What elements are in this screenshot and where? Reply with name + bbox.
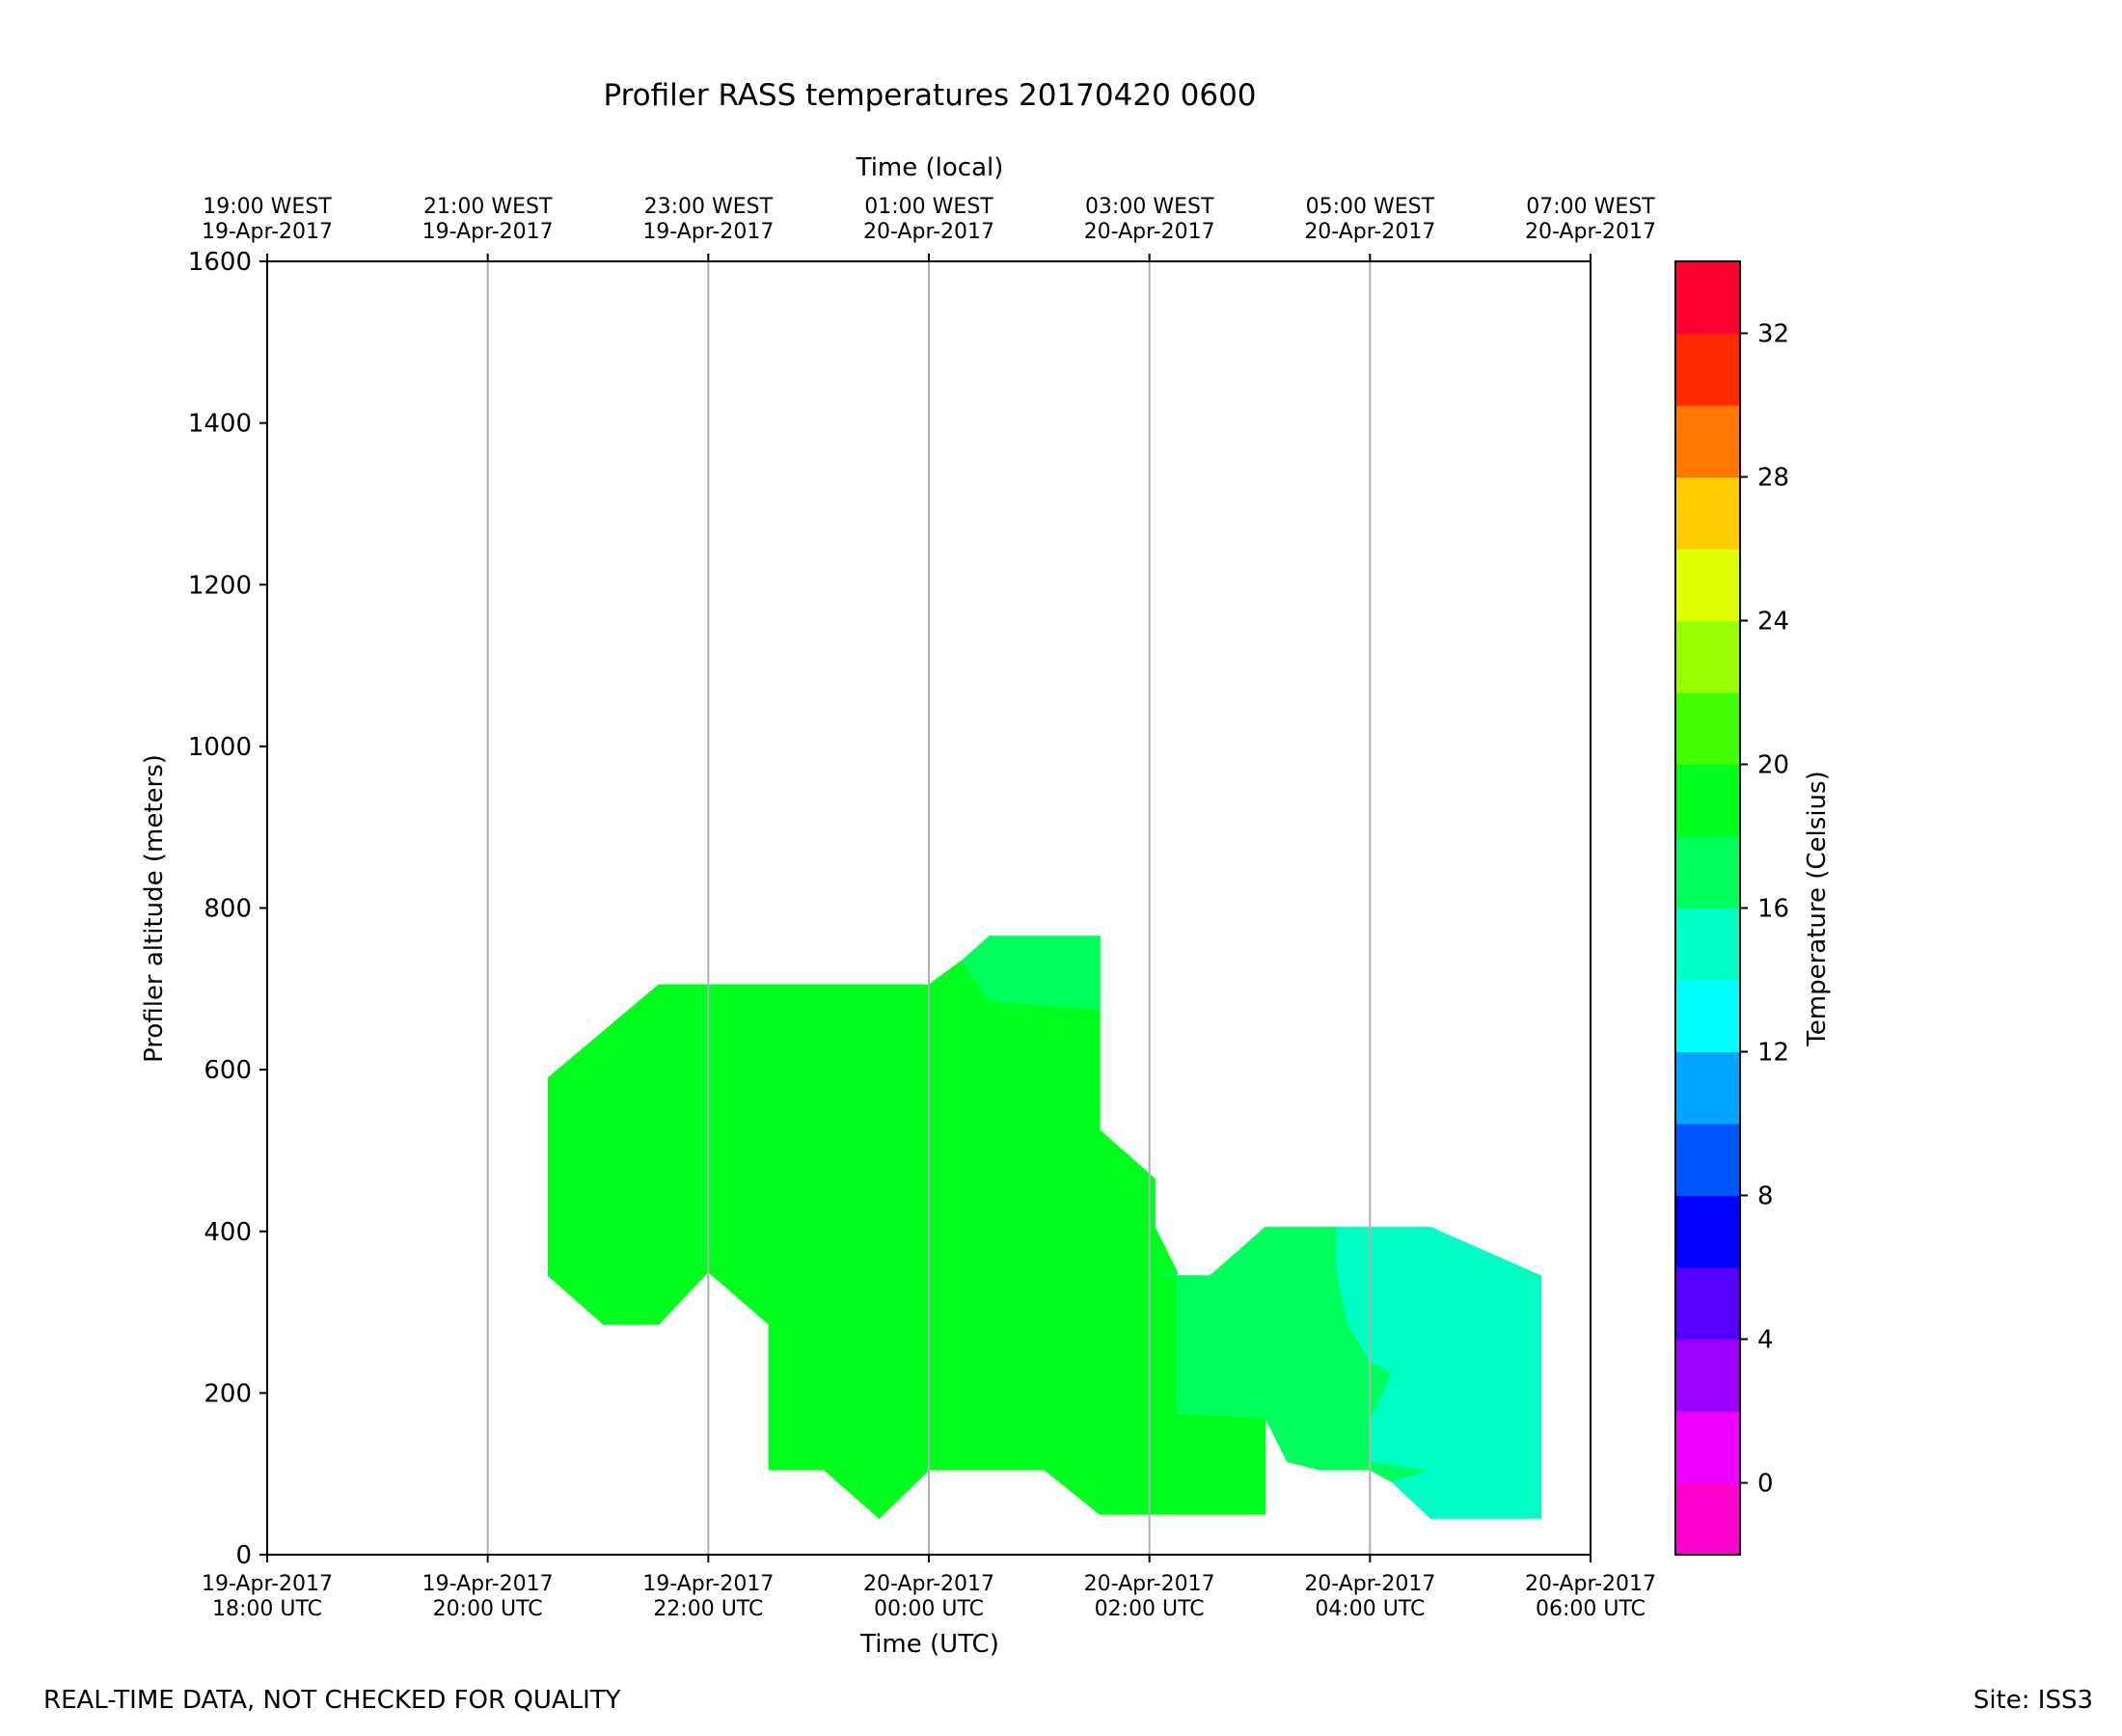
contour-region-4 [1336,1227,1541,1519]
x-tick-label-utc-0: 19-Apr-2017 18:00 UTC [202,1572,333,1621]
y-tick-label-800: 800 [204,895,252,924]
colorbar-band-14-16 [1675,908,1740,981]
colorbar-band-30-32 [1675,333,1740,406]
colorbar-tick-label-28: 28 [1757,464,1789,493]
x-tick-label-utc-10: 20-Apr-2017 04:00 UTC [1304,1572,1435,1621]
y-axis-label: Profiler altitude (meters) [140,754,169,1063]
contour-region-1 [548,936,1266,1519]
top-axis-label: Time (local) [856,153,1004,182]
colorbar-band-18-20 [1675,764,1740,837]
x-tick-label-local-6: 01:00 WEST 20-Apr-2017 [863,195,994,244]
colorbar-tick-label-16: 16 [1757,895,1789,924]
y-tick-label-200: 200 [204,1379,252,1408]
colorbar-tick-label-0: 0 [1757,1470,1774,1499]
x-axis-utc: 19-Apr-2017 18:00 UTC 19-Apr-2017 20:00 UTC… [202,1555,1656,1621]
colorbar-tick-label-8: 8 [1757,1182,1774,1211]
colorbar-band-12-14 [1675,980,1740,1053]
y-tick-label-1600: 1600 [188,248,252,277]
y-tick-label-1400: 1400 [188,410,252,439]
colorbar-band-26-28 [1675,476,1740,550]
colorbar-band-4-6 [1675,1267,1740,1341]
x-tick-label-local-8: 03:00 WEST 20-Apr-2017 [1084,195,1215,244]
y-tick-label-1200: 1200 [188,571,252,600]
y-tick-label-1000: 1000 [188,733,252,762]
colorbar-band-2-4 [1675,1339,1740,1412]
x-tick-label-local-2: 21:00 WEST 19-Apr-2017 [422,195,554,244]
x-tick-label-local-0: 19:00 WEST 19-Apr-2017 [202,195,333,244]
x-tick-label-local-12: 07:00 WEST 20-Apr-2017 [1525,195,1656,244]
quality-disclaimer: REAL-TIME DATA, NOT CHECKED FOR QUALITY [43,1686,621,1715]
y-tick-label-400: 400 [204,1218,252,1247]
contour-regions [548,936,1541,1519]
chart-title: Profiler RASS temperatures 20170420 0600 [603,78,1256,113]
colorbar-band-0-2 [1675,1411,1740,1484]
colorbar-band-32-34 [1675,261,1740,335]
colorbar-label: Temperature (Celsius) [1803,771,1832,1046]
colorbar-band-8-10 [1675,1124,1740,1197]
x-tick-label-utc-4: 19-Apr-2017 22:00 UTC [642,1572,774,1621]
colorbar-ticks: 0 4 8 12 16 20 24 28 32 [1740,320,1789,1499]
colorbar-band--2-0 [1675,1482,1740,1556]
colorbar-band-6-8 [1675,1195,1740,1268]
x-tick-label-utc-6: 20-Apr-2017 00:00 UTC [863,1572,994,1621]
x-axis-label: Time (UTC) [859,1630,999,1659]
y-axis: 0 200 400 600 800 1000 1200 1400 1600 [188,248,267,1570]
x-tick-label-local-4: 23:00 WEST 19-Apr-2017 [642,195,774,244]
vertical-gridlines [486,261,1372,1555]
colorbar-tick-label-4: 4 [1757,1326,1774,1355]
y-tick-label-600: 600 [204,1056,252,1085]
x-tick-label-utc-2: 19-Apr-2017 20:00 UTC [422,1572,554,1621]
colorbar-tick-label-24: 24 [1757,608,1789,637]
site-label: Site: ISS3 [1972,1686,2093,1715]
colorbar-band-10-12 [1675,1051,1740,1125]
contour-region-2 [961,936,1101,1010]
colorbar-band-28-30 [1675,405,1740,478]
x-axis-local: 19:00 WEST 19-Apr-2017 21:00 WEST 19-Apr-20… [202,195,1656,261]
colorbar-band-24-26 [1675,549,1740,622]
x-tick-label-local-10: 05:00 WEST 20-Apr-2017 [1304,195,1435,244]
colorbar-band-16-18 [1675,836,1740,909]
colorbar-tick-label-32: 32 [1757,320,1789,349]
x-tick-label-utc-12: 20-Apr-2017 06:00 UTC [1525,1572,1656,1621]
colorbar-band-20-22 [1675,692,1740,766]
colorbar-tick-label-12: 12 [1757,1039,1789,1068]
colorbar-tick-label-20: 20 [1757,751,1789,780]
colorbar [1675,261,1740,1556]
y-tick-label-0: 0 [235,1541,252,1570]
colorbar-band-22-24 [1675,620,1740,693]
x-tick-label-utc-8: 20-Apr-2017 02:00 UTC [1084,1572,1215,1621]
